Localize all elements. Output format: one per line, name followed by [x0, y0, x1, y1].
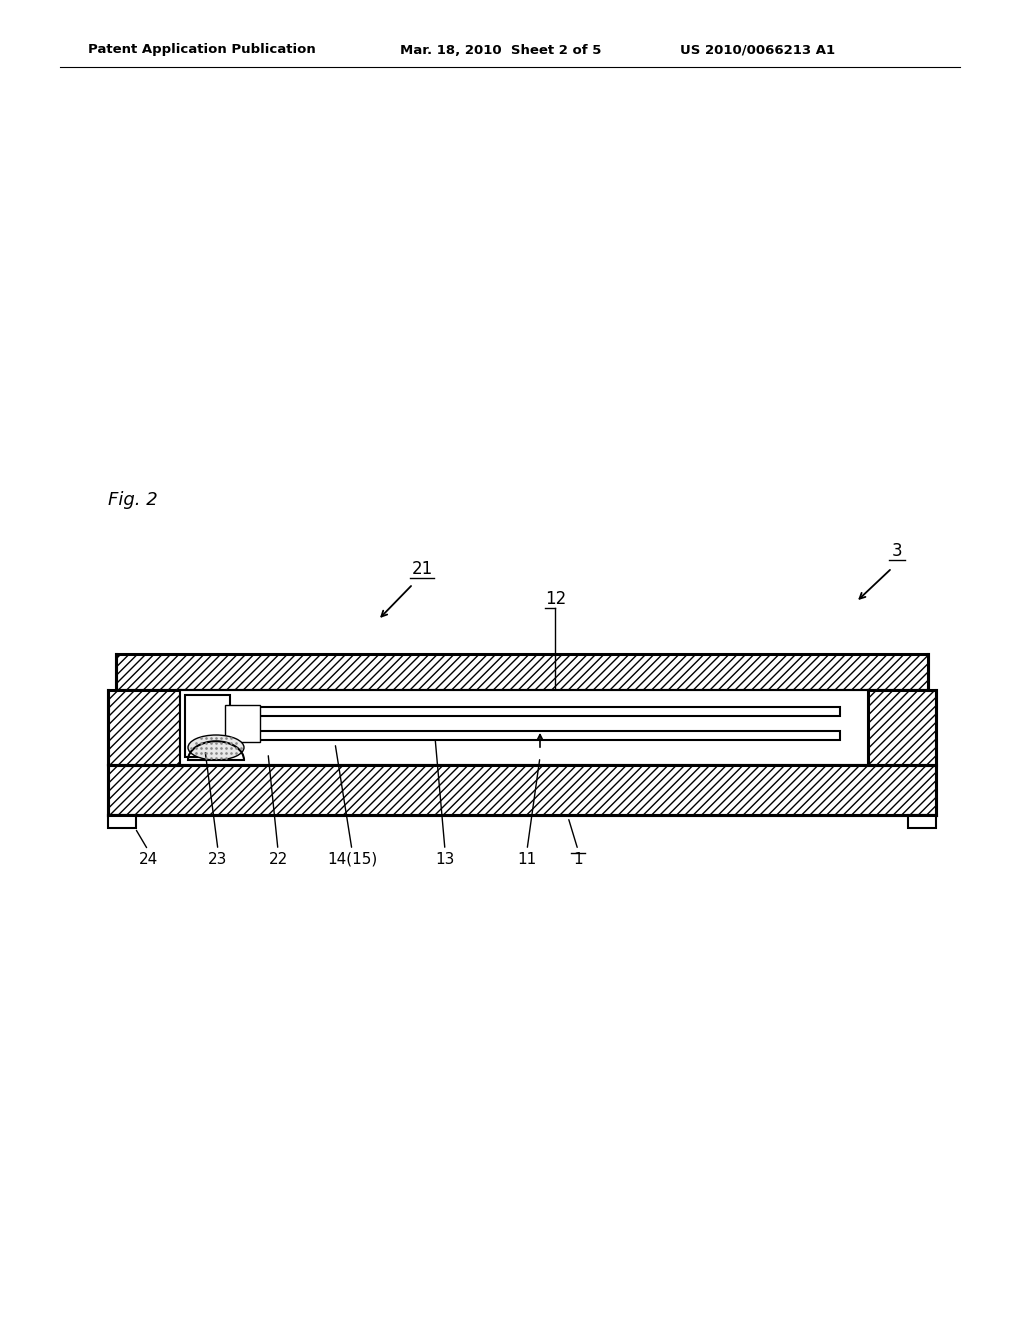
Text: 14(15): 14(15) [327, 851, 377, 867]
Bar [230, 730, 840, 739]
Text: Mar. 18, 2010  Sheet 2 of 5: Mar. 18, 2010 Sheet 2 of 5 [400, 44, 601, 57]
Text: 24: 24 [138, 851, 158, 867]
Bar [230, 706, 840, 715]
Ellipse shape [188, 735, 244, 760]
Text: US 2010/0066213 A1: US 2010/0066213 A1 [680, 44, 836, 57]
Text: 21: 21 [412, 560, 432, 578]
Text: 11: 11 [517, 851, 537, 867]
Bar [108, 814, 136, 828]
Bar [225, 705, 260, 742]
Bar [868, 690, 936, 766]
Text: Fig. 2: Fig. 2 [108, 491, 158, 510]
Bar [185, 696, 230, 756]
Text: 22: 22 [268, 851, 288, 867]
Bar [116, 653, 928, 690]
Text: 13: 13 [435, 851, 455, 867]
Text: Patent Application Publication: Patent Application Publication [88, 44, 315, 57]
Text: 12: 12 [545, 590, 566, 609]
Text: 1: 1 [573, 851, 583, 867]
Bar [908, 814, 936, 828]
Bar [108, 690, 180, 766]
Bar [180, 690, 868, 766]
Bar [108, 766, 936, 814]
Text: 3: 3 [892, 543, 902, 560]
Text: 23: 23 [208, 851, 227, 867]
